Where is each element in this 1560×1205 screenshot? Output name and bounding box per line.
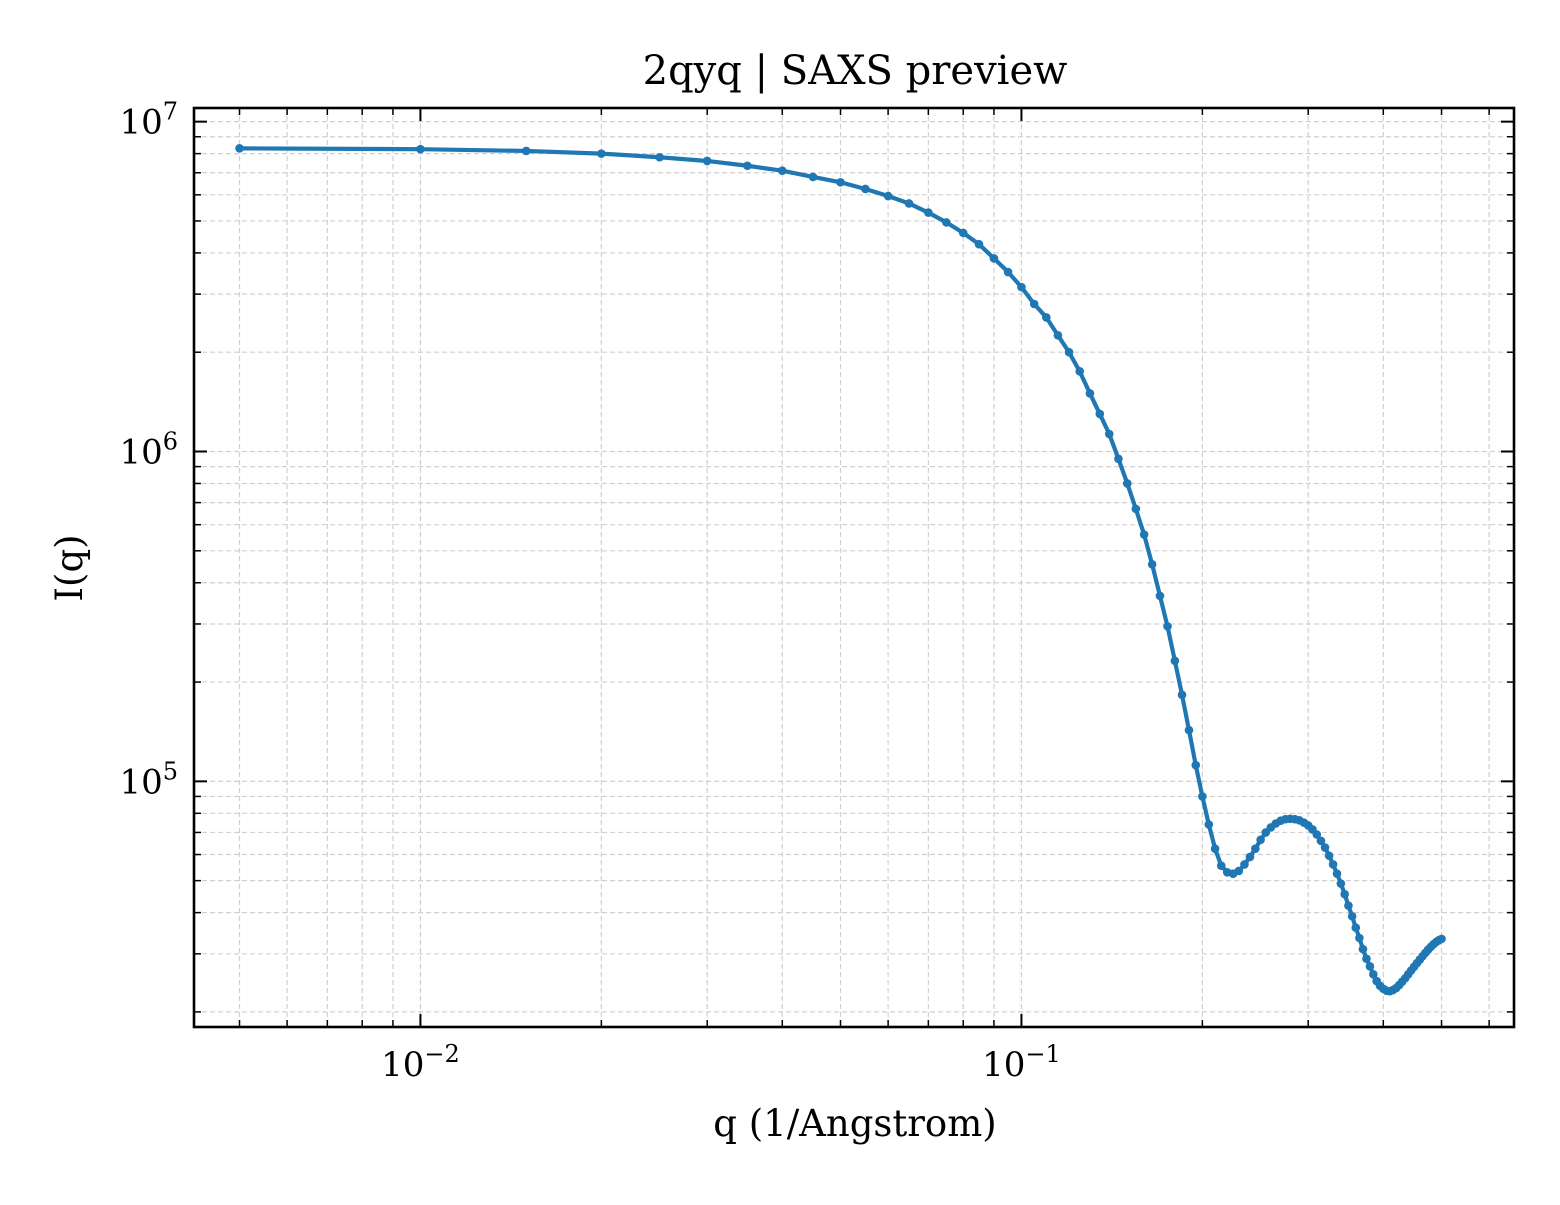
data-point: [1351, 923, 1361, 933]
data-point: [904, 199, 914, 208]
data-point: [1114, 454, 1123, 464]
data-point: [1324, 851, 1334, 861]
data-point: [1184, 725, 1194, 735]
data-point: [1204, 820, 1214, 829]
data-point: [1340, 889, 1349, 899]
data-point: [1155, 591, 1165, 601]
data-point: [1365, 961, 1375, 971]
data-point: [521, 146, 531, 156]
data-point: [836, 177, 845, 187]
data-point: [1163, 622, 1172, 631]
data-point: [235, 144, 244, 153]
data-point: [958, 228, 968, 238]
axes: 10−2 10−1 105 106 107: [119, 98, 1516, 1085]
y-axis-label: I(q): [48, 534, 91, 601]
data-point: [1256, 835, 1265, 845]
x-tick-label: 10−1: [982, 1040, 1061, 1085]
data-point: [883, 191, 893, 201]
data-point: [1075, 367, 1084, 376]
data-point: [743, 161, 752, 171]
data-point: [1240, 860, 1249, 869]
data-point: [1312, 830, 1322, 839]
data-point: [1003, 267, 1013, 277]
data-point: [1245, 852, 1255, 862]
data-point: [1104, 429, 1114, 439]
data-point: [1131, 504, 1141, 514]
data-point: [1362, 954, 1371, 963]
data-point: [777, 166, 787, 176]
data-point: [1328, 860, 1338, 869]
grid: [194, 108, 1514, 1027]
y-tick-label: 107: [119, 98, 178, 143]
data-point: [1234, 866, 1244, 876]
data-point: [1053, 331, 1063, 340]
data-point: [416, 144, 425, 154]
data-series: [235, 144, 1446, 996]
data-point: [655, 152, 664, 162]
data-point: [1095, 409, 1105, 419]
data-point: [1191, 760, 1201, 770]
data-point: [1437, 934, 1446, 944]
data-point: [1064, 347, 1074, 357]
x-tick-label: 10−2: [381, 1040, 460, 1085]
data-point: [989, 254, 999, 263]
data-point: [1042, 313, 1051, 322]
data-point: [1320, 843, 1330, 852]
y-tick-label: 105: [119, 757, 178, 802]
data-point: [1251, 844, 1260, 853]
data-point: [1177, 690, 1187, 700]
data-point: [1336, 879, 1346, 888]
data-point: [1085, 389, 1095, 398]
data-point: [1355, 933, 1364, 943]
data-point: [1358, 944, 1368, 954]
data-point: [1316, 836, 1326, 846]
plot-frame: [192, 106, 1516, 1029]
data-point: [974, 239, 984, 249]
x-axis-label: q (1/Angstrom): [713, 1102, 996, 1145]
data-point: [861, 184, 870, 194]
chart-title: 2qyq | SAXS preview: [643, 48, 1068, 94]
data-point: [702, 156, 712, 166]
data-point: [1347, 911, 1357, 921]
data-point: [1216, 861, 1226, 870]
data-point: [924, 208, 933, 217]
data-point: [1198, 792, 1207, 801]
data-point: [1210, 844, 1220, 853]
data-point: [1017, 282, 1026, 292]
data-point: [597, 149, 606, 158]
data-point: [1029, 299, 1039, 309]
data-point: [1122, 479, 1132, 488]
data-point: [1147, 560, 1157, 569]
data-point: [808, 172, 818, 182]
data-point: [942, 218, 951, 227]
data-point: [1170, 656, 1180, 666]
data-point: [1344, 901, 1353, 910]
data-point: [1332, 869, 1342, 878]
y-tick-label: 106: [119, 428, 178, 473]
data-point: [1139, 530, 1149, 539]
data-point: [1369, 970, 1378, 979]
